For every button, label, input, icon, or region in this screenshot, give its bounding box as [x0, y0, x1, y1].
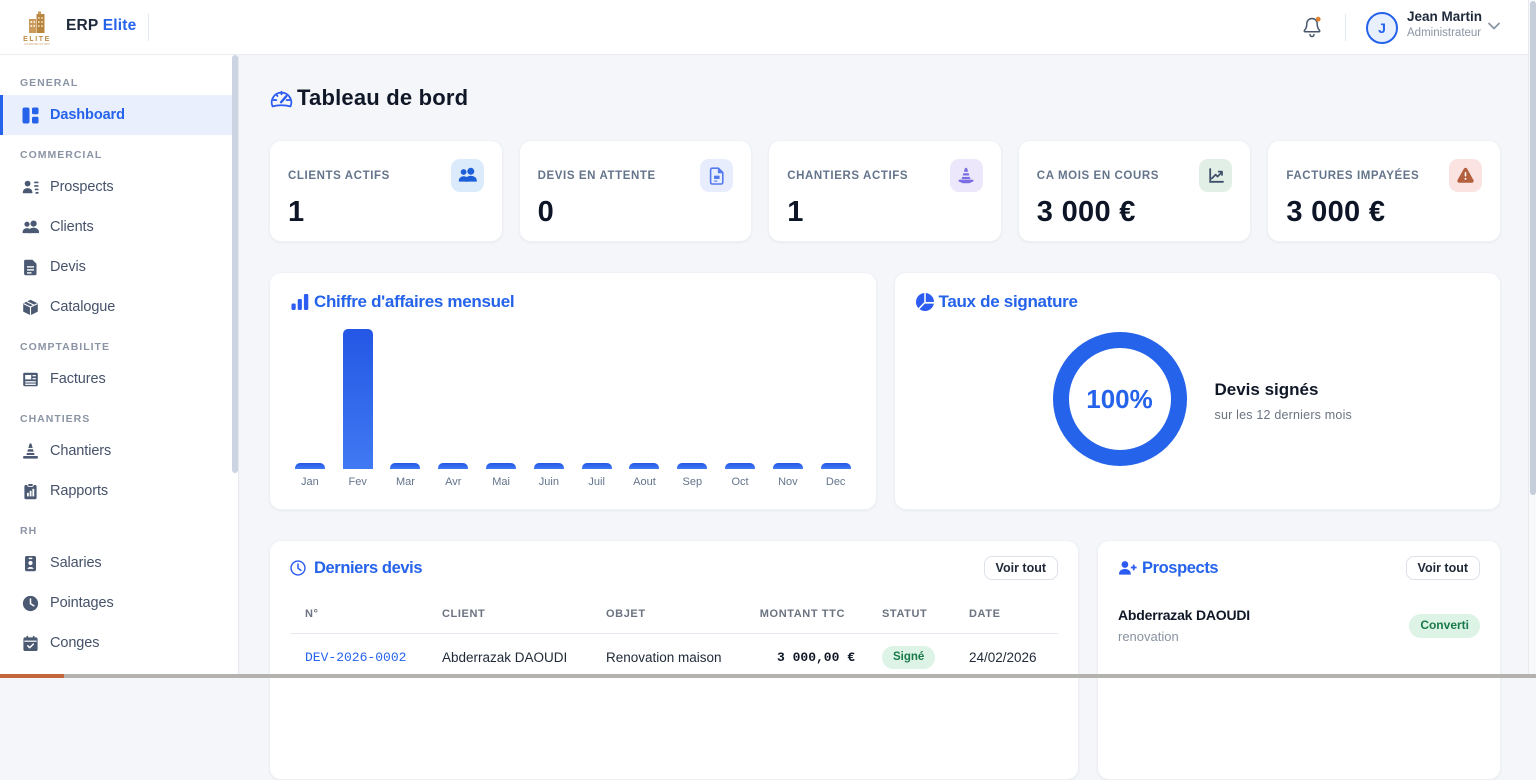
svg-text:CONSTRUCTION: CONSTRUCTION — [24, 42, 50, 46]
svg-text:ELITE: ELITE — [23, 36, 51, 43]
